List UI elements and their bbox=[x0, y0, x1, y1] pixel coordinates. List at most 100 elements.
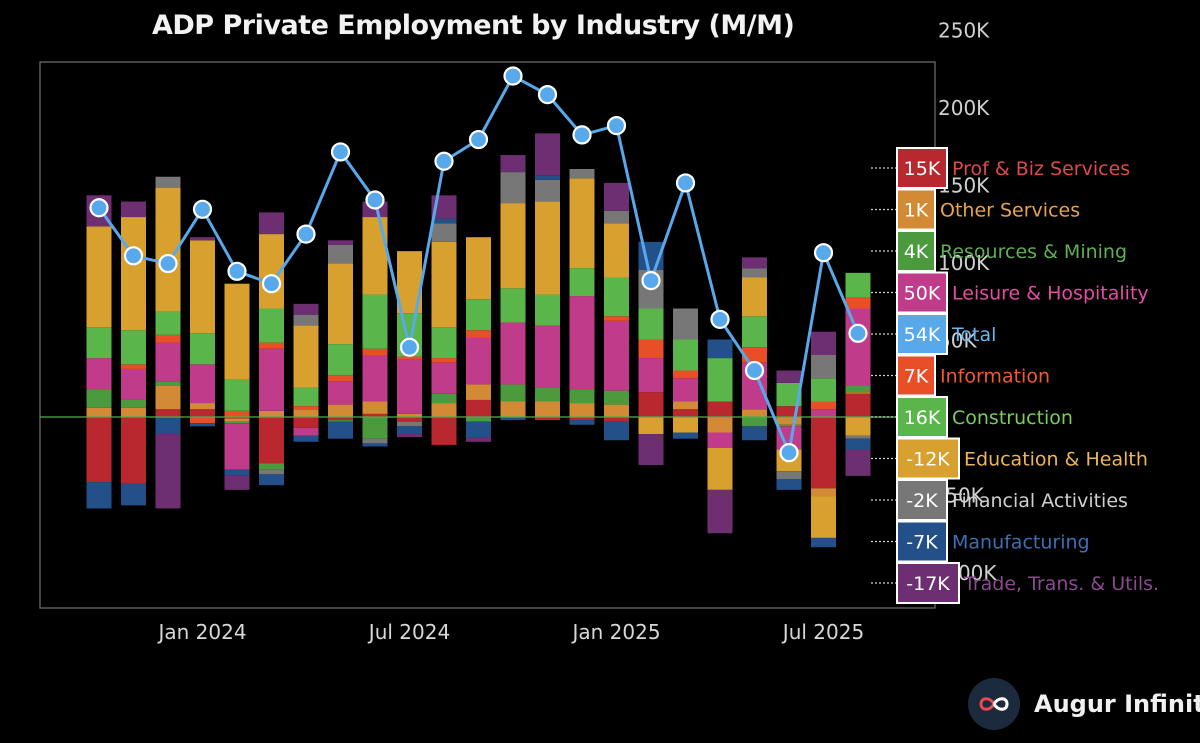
bar-segment bbox=[121, 201, 146, 218]
bar-segment bbox=[328, 244, 353, 264]
bar-segment bbox=[121, 217, 146, 331]
bar-segment bbox=[638, 434, 664, 466]
bar-segment bbox=[259, 212, 284, 235]
bar-segment bbox=[845, 297, 871, 309]
bar-segment bbox=[845, 308, 871, 386]
bar-segment bbox=[224, 475, 250, 490]
bar-segment bbox=[569, 169, 595, 179]
legend-value-badge bbox=[896, 271, 948, 314]
bar-segment bbox=[535, 201, 560, 295]
bar-segment bbox=[845, 417, 871, 436]
bar-segment bbox=[259, 342, 284, 349]
bar-segment bbox=[155, 434, 181, 509]
bar-segment bbox=[362, 217, 388, 295]
bar-segment bbox=[569, 403, 595, 417]
bar-segment bbox=[121, 330, 146, 365]
bar-segment bbox=[604, 277, 629, 317]
x-axis: Jan 2024 Jul 2024 Jan 2025 Jul 2025 bbox=[156, 620, 864, 644]
x-tick-label: Jan 2025 bbox=[570, 620, 660, 644]
bar-segment bbox=[569, 268, 595, 297]
bar-segment bbox=[293, 303, 319, 315]
bar-segment bbox=[742, 426, 767, 441]
bar-segment bbox=[811, 488, 836, 497]
legend-value: 1K bbox=[904, 200, 929, 222]
stacked-bars bbox=[86, 133, 871, 548]
bar-segment bbox=[362, 413, 388, 417]
bar-segment bbox=[293, 435, 319, 442]
total-point bbox=[641, 271, 661, 291]
bar-segment bbox=[431, 403, 457, 417]
bar-segment bbox=[86, 389, 112, 408]
bar-segment bbox=[362, 438, 388, 444]
bar-segment bbox=[155, 417, 181, 435]
bar-segment bbox=[638, 308, 664, 340]
x-tick-label: Jul 2024 bbox=[367, 620, 450, 644]
legend-value: 15K bbox=[904, 158, 941, 180]
brand: Augur Infinity bbox=[968, 678, 1200, 730]
bar-segment bbox=[466, 417, 491, 422]
bar-segment bbox=[190, 403, 215, 410]
bar-segment bbox=[328, 240, 353, 245]
bar-segment bbox=[397, 359, 422, 414]
bar-segment bbox=[86, 226, 112, 328]
bar-segment bbox=[604, 182, 629, 211]
bar-segment bbox=[638, 358, 664, 393]
bar-segment bbox=[190, 240, 215, 334]
bar-segment bbox=[845, 392, 871, 394]
bar-segment bbox=[673, 409, 698, 417]
legend-name: Resources & Mining bbox=[940, 241, 1127, 263]
bar-segment bbox=[742, 316, 767, 348]
total-point bbox=[365, 190, 385, 210]
bar-segment bbox=[86, 358, 112, 390]
bar-segment bbox=[707, 448, 733, 490]
bar-segment bbox=[362, 401, 388, 414]
bar-segment bbox=[811, 409, 836, 417]
bar-segment bbox=[431, 223, 457, 242]
bar-segment bbox=[86, 417, 112, 483]
bar-segment bbox=[638, 339, 664, 359]
bar-segment bbox=[673, 378, 698, 402]
legend-name: Construction bbox=[952, 407, 1073, 429]
bar-segment bbox=[500, 288, 526, 323]
legend-value-badge bbox=[896, 562, 960, 604]
bar-segment bbox=[155, 311, 181, 335]
brand-name: Augur Infinity bbox=[1034, 690, 1200, 718]
bar-segment bbox=[431, 417, 457, 445]
bar-segment bbox=[811, 331, 836, 355]
bar-segment bbox=[397, 413, 422, 417]
bar-segment bbox=[362, 348, 388, 355]
bar-segment bbox=[293, 427, 319, 436]
bar-segment bbox=[776, 406, 802, 417]
bar-segment bbox=[604, 320, 629, 391]
bar-segment bbox=[431, 327, 457, 359]
bar-segment bbox=[535, 175, 560, 180]
bar-segment bbox=[500, 401, 526, 417]
bar-segment bbox=[328, 417, 353, 421]
bar-segment bbox=[224, 423, 250, 470]
bar-segment bbox=[604, 210, 629, 224]
bar-segment bbox=[362, 355, 388, 402]
bar-segment bbox=[293, 314, 319, 326]
bar-segment bbox=[811, 417, 836, 489]
bar-segment bbox=[673, 370, 698, 379]
total-point bbox=[675, 173, 696, 193]
bar-segment bbox=[466, 330, 491, 338]
bar-segment bbox=[224, 418, 250, 422]
bar-segment bbox=[86, 327, 112, 359]
bar-segment bbox=[259, 474, 284, 486]
bar-segment bbox=[328, 263, 353, 345]
bar-segment bbox=[500, 155, 526, 173]
bar-segment bbox=[707, 417, 733, 433]
bar-segment bbox=[776, 426, 802, 450]
bar-segment bbox=[535, 325, 560, 388]
total-point bbox=[227, 261, 247, 281]
bar-segment bbox=[673, 417, 698, 433]
total-point bbox=[503, 66, 523, 86]
infinity-icon bbox=[968, 678, 1020, 730]
bar-segment bbox=[500, 384, 526, 402]
x-tick-label: Jan 2024 bbox=[156, 620, 246, 644]
bar-segment bbox=[776, 424, 802, 427]
bar-segment bbox=[742, 417, 767, 427]
bar-segment bbox=[431, 218, 457, 224]
